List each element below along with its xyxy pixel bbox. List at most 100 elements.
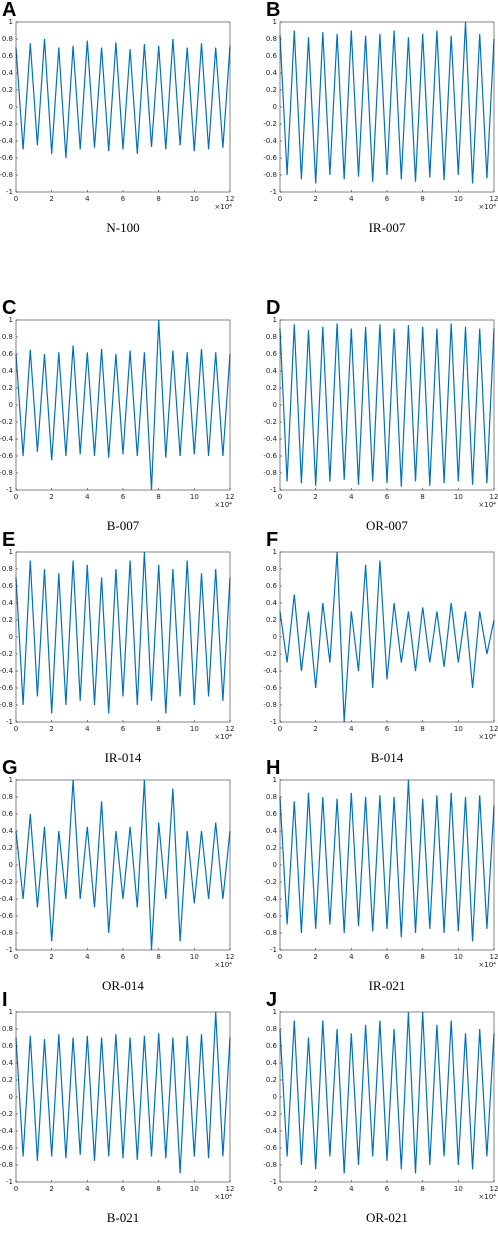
x-tick-label: 0 [278, 725, 282, 733]
x-tick-label: 8 [420, 1185, 424, 1193]
x-tick-label: 10 [454, 1185, 463, 1193]
x-scale-label: ×10⁴ [214, 501, 232, 509]
y-tick-label: 0.2 [2, 86, 13, 94]
x-tick-label: 12 [226, 1185, 235, 1193]
y-tick-label: -1 [270, 486, 277, 494]
y-tick-label: 0.6 [266, 52, 278, 60]
y-tick-label: -0.8 [0, 929, 13, 937]
y-tick-label: 0.8 [2, 793, 13, 801]
y-tick-label: 0 [273, 861, 277, 869]
y-tick-label: 0.6 [2, 350, 14, 358]
x-tick-label: 6 [385, 953, 390, 961]
y-tick-label: -0.2 [263, 120, 277, 128]
y-tick-label: -0.8 [0, 701, 13, 709]
y-tick-label: 0.8 [266, 565, 277, 573]
y-tick-label: 0.6 [2, 1042, 14, 1050]
x-tick-label: 10 [190, 1185, 199, 1193]
x-tick-label: 0 [14, 493, 18, 501]
y-tick-label: -1 [6, 718, 13, 726]
y-tick-label: 0.2 [2, 844, 13, 852]
y-tick-label: -0.6 [263, 452, 277, 460]
x-tick-label: 10 [190, 725, 199, 733]
x-tick-label: 12 [226, 195, 235, 203]
y-tick-label: 0.4 [266, 69, 278, 77]
y-tick-label: 1 [273, 18, 277, 26]
x-tick-label: 8 [156, 1185, 160, 1193]
x-tick-label: 4 [349, 493, 354, 501]
y-tick-label: 0.4 [266, 599, 278, 607]
y-tick-label: 0.2 [266, 1076, 277, 1084]
y-tick-label: 0.8 [2, 333, 13, 341]
panel-caption: B-007 [107, 518, 140, 533]
x-tick-label: 12 [226, 725, 235, 733]
y-tick-label: -1 [6, 486, 13, 494]
y-tick-label: -0.2 [263, 1110, 277, 1118]
y-tick-label: -0.6 [0, 684, 14, 692]
panel-letter: A [2, 0, 16, 21]
y-tick-label: 0 [273, 103, 277, 111]
x-tick-label: 10 [190, 953, 199, 961]
x-tick-label: 0 [14, 953, 18, 961]
x-tick-label: 10 [454, 493, 463, 501]
x-tick-label: 8 [420, 195, 424, 203]
x-tick-label: 12 [490, 725, 498, 733]
x-scale-label: ×10⁴ [214, 203, 232, 211]
y-tick-label: -0.2 [0, 418, 13, 426]
x-tick-label: 4 [85, 725, 90, 733]
y-tick-label: -1 [6, 1178, 13, 1186]
y-tick-label: 0 [9, 861, 13, 869]
y-tick-label: 0.8 [2, 565, 13, 573]
y-tick-label: 0.6 [2, 810, 14, 818]
y-tick-label: -0.8 [263, 701, 277, 709]
x-tick-label: 8 [420, 493, 424, 501]
y-tick-label: 0.4 [2, 599, 14, 607]
y-tick-label: 0.6 [266, 1042, 278, 1050]
x-tick-label: 4 [349, 953, 354, 961]
y-tick-label: 0 [9, 633, 13, 641]
x-tick-label: 2 [49, 493, 53, 501]
x-tick-label: 10 [190, 493, 199, 501]
x-tick-label: 4 [85, 493, 90, 501]
x-tick-label: 4 [85, 953, 90, 961]
y-tick-label: 0 [273, 401, 277, 409]
y-tick-label: -0.6 [0, 912, 14, 920]
signal-line [15, 38, 231, 159]
y-tick-label: 0.6 [2, 52, 14, 60]
x-scale-label: ×10⁴ [478, 961, 496, 969]
y-tick-label: -0.4 [0, 1127, 14, 1135]
y-tick-label: 0.8 [266, 333, 277, 341]
y-tick-label: -0.8 [0, 469, 13, 477]
panel-letter: I [2, 989, 8, 1011]
y-tick-label: -0.8 [263, 1161, 277, 1169]
axes-frame [15, 21, 231, 193]
y-tick-label: -0.2 [0, 878, 13, 886]
y-tick-label: 0.4 [266, 1059, 278, 1067]
y-tick-label: -0.4 [263, 435, 277, 443]
y-tick-label: 0.2 [266, 616, 277, 624]
signal-line [279, 21, 495, 184]
x-scale-label: ×10⁴ [478, 203, 496, 211]
signal-line [15, 319, 231, 491]
y-tick-label: 0.6 [2, 582, 14, 590]
y-tick-label: -0.8 [263, 929, 277, 937]
y-tick-label: -0.6 [263, 684, 277, 692]
x-tick-label: 0 [14, 725, 18, 733]
y-tick-label: 0.2 [266, 844, 277, 852]
y-tick-label: 1 [273, 316, 277, 324]
panel-letter: C [2, 297, 16, 319]
y-tick-label: 0.6 [266, 810, 278, 818]
y-tick-label: 0.4 [2, 69, 14, 77]
y-tick-label: 0.2 [2, 384, 13, 392]
x-tick-label: 0 [278, 953, 282, 961]
x-tick-label: 2 [313, 953, 317, 961]
x-scale-label: ×10⁴ [478, 501, 496, 509]
x-tick-label: 4 [85, 195, 90, 203]
y-tick-label: 0.4 [2, 367, 14, 375]
y-tick-label: 0.6 [266, 350, 278, 358]
y-tick-label: -0.4 [0, 895, 14, 903]
y-tick-label: 0.2 [2, 1076, 13, 1084]
x-tick-label: 4 [85, 1185, 90, 1193]
y-tick-label: 0.8 [266, 1025, 277, 1033]
x-scale-label: ×10⁴ [214, 1193, 232, 1201]
